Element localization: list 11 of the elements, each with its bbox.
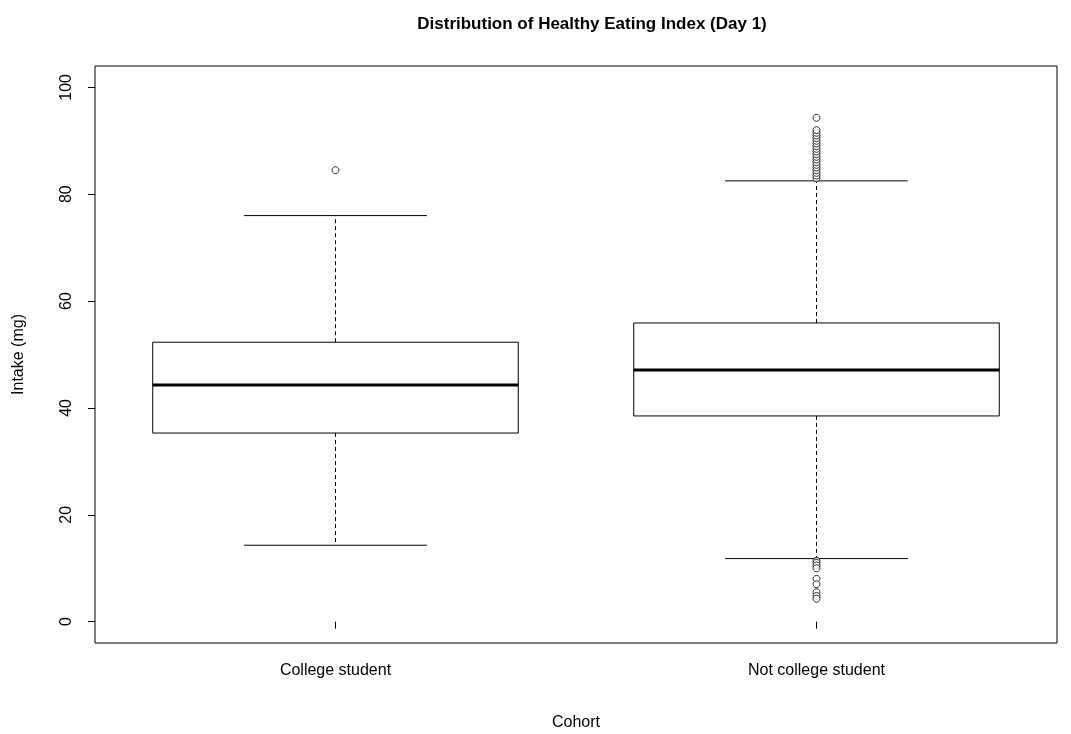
y-tick-label: 0 [56, 617, 74, 627]
y-tick-label: 100 [56, 73, 74, 101]
x-axis-title: Cohort [551, 712, 601, 730]
y-tick-label: 20 [56, 505, 74, 524]
y-tick-label: 60 [56, 292, 74, 310]
y-axis-title: Intake (mg) [8, 314, 26, 395]
y-tick-label: 80 [56, 185, 74, 204]
y-tick-label: 40 [56, 398, 74, 417]
x-tick-label: College student [279, 660, 392, 678]
x-tick-label: Not college student [748, 660, 886, 678]
chart-title: Distribution of Healthy Eating Index (Day 1) [417, 14, 767, 33]
